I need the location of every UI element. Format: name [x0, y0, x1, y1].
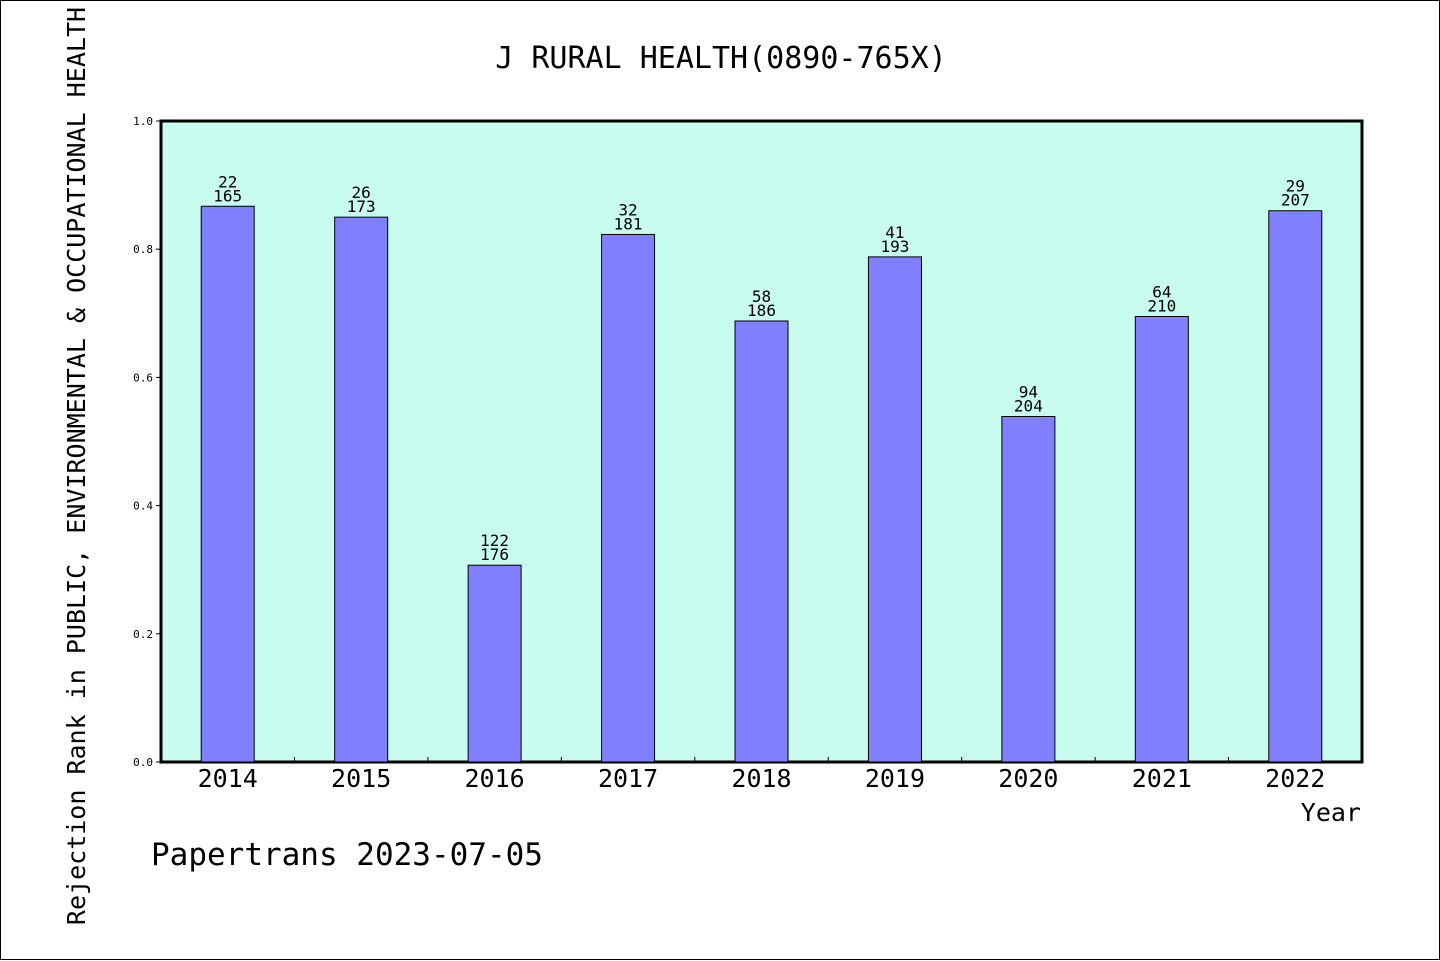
bar-rank-label: 94: [1019, 383, 1038, 402]
x-tick-label: 2021: [1132, 764, 1192, 793]
bar-rank-label: 29: [1286, 177, 1305, 196]
x-tick-label: 2018: [731, 764, 791, 793]
y-axis-label: Rejection Rank in PUBLIC, ENVIRONMENTAL …: [62, 7, 91, 925]
chart-title: J RURAL HEALTH(0890-765X): [495, 41, 947, 76]
x-axis: 2014 2015 2016 2017 2018 2019 2020 2021 2022: [198, 757, 1325, 793]
bar-rank-label: 26: [352, 183, 371, 202]
x-tick-label: 2016: [465, 764, 525, 793]
bar-total-label: 173: [347, 197, 376, 216]
x-tick-label: 2015: [331, 764, 391, 793]
x-tick-label: 2022: [1265, 764, 1325, 793]
x-tick-label: 2020: [998, 764, 1058, 793]
bar-total-label: 193: [880, 237, 909, 256]
x-tick-label: 2014: [198, 764, 258, 793]
x-tick-label: 2019: [865, 764, 925, 793]
bar-2014: [200, 205, 255, 763]
bar-total-label: 186: [747, 301, 776, 320]
y-tick-label: 0.2: [133, 628, 153, 641]
bar-total-label: 210: [1147, 297, 1176, 316]
bar-2020: [1001, 416, 1056, 763]
y-tick-label: 0.4: [133, 500, 153, 513]
y-tick-label: 0.6: [133, 371, 153, 384]
bar-rank-label: 41: [885, 223, 904, 242]
bar-2021: [1134, 316, 1189, 763]
bar-2022: [1268, 210, 1323, 763]
bar-rank-label: 32: [618, 200, 637, 219]
bar-total-label: 204: [1014, 397, 1043, 416]
bar-2018: [734, 320, 789, 763]
bar-total-label: 207: [1281, 191, 1310, 210]
bar-2019: [867, 256, 922, 763]
y-tick-label: 0.8: [133, 243, 153, 256]
bar-2015: [334, 216, 389, 763]
y-tick-label: 0.0: [133, 756, 153, 769]
bar-2017: [601, 233, 656, 763]
x-axis-label: Year: [1301, 798, 1361, 827]
bar-rank-label: 22: [218, 172, 237, 191]
footer-credit: Papertrans 2023-07-05: [151, 837, 543, 873]
x-tick-label: 2017: [598, 764, 658, 793]
bar-total-label: 181: [614, 214, 643, 233]
y-axis: 0.0 0.2 0.4 0.6 0.8 1.0: [133, 115, 161, 769]
bar-rank-label: 58: [752, 287, 771, 306]
bar-rank-label: 122: [480, 531, 509, 550]
bar-rank-label: 64: [1152, 283, 1171, 302]
bar-total-label: 176: [480, 545, 509, 564]
bar-total-label: 165: [213, 186, 242, 205]
y-tick-label: 1.0: [133, 115, 153, 128]
bar-2016: [467, 564, 522, 763]
